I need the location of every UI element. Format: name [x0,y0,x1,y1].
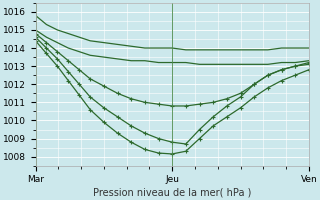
X-axis label: Pression niveau de la mer( hPa ): Pression niveau de la mer( hPa ) [93,187,252,197]
